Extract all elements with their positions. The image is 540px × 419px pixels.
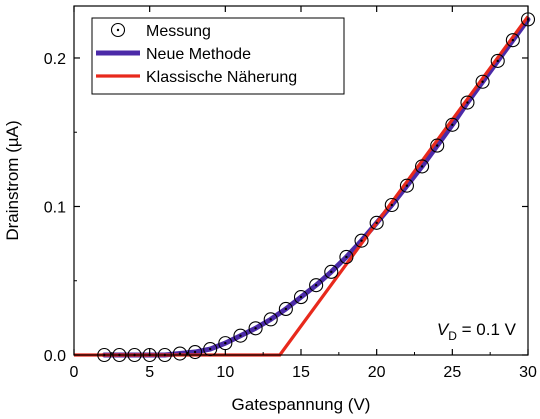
messung-point-dot: [390, 203, 393, 207]
messung-point-dot: [178, 352, 182, 355]
messung-point-dot: [345, 255, 348, 259]
x-tick-label: 5: [145, 364, 154, 381]
messung-point: [399, 178, 414, 193]
messung-point-dot: [239, 334, 242, 337]
messung-point-dot: [330, 270, 333, 274]
messung-point: [263, 312, 278, 327]
messung-point: [490, 53, 505, 68]
messung-point: [445, 117, 460, 132]
messung-point-dot: [451, 123, 454, 127]
messung-point-dot: [466, 101, 469, 104]
messung-point-dot: [269, 318, 272, 321]
y-axis-label: Drainstrom (µA): [3, 120, 22, 240]
legend-label: Messung: [146, 23, 211, 40]
x-tick-label: 0: [70, 364, 79, 381]
x-axis-label: Gatespannung (V): [232, 395, 371, 414]
annotation-symbol: V: [437, 320, 450, 339]
messung-point: [475, 74, 490, 89]
legend-marker-dot: [116, 28, 120, 32]
messung-point: [172, 346, 187, 361]
messung-point-dot: [360, 239, 363, 242]
annotation-subscript: D: [448, 329, 457, 343]
messung-point: [248, 321, 263, 336]
x-tick-label: 30: [519, 364, 537, 381]
messung-point-dot: [481, 80, 484, 83]
messung-point: [415, 159, 430, 174]
messung-point-dot: [436, 144, 439, 147]
messung-point: [309, 278, 324, 293]
messung-point-dot: [405, 184, 409, 187]
legend-label: Neue Methode: [146, 46, 251, 63]
y-tick-label: 0.2: [44, 51, 66, 68]
messung-point: [278, 301, 293, 317]
x-tick-label: 20: [368, 364, 386, 381]
y-tick-label: 0.0: [44, 348, 66, 365]
legend: Messung Neue Methode Klassische Näherung: [91, 17, 345, 95]
messung-point-dot: [193, 350, 197, 354]
messung-point: [339, 249, 354, 265]
y-tick-label: 0.1: [44, 199, 66, 216]
legend-label: Klassische Näherung: [146, 69, 297, 86]
messung-point: [188, 344, 203, 360]
vd-annotation: VD = 0.1 V: [437, 320, 517, 343]
messung-point: [384, 197, 399, 213]
legend-marker-messung: [110, 22, 126, 38]
messung-point: [293, 290, 309, 305]
messung-point: [354, 233, 369, 248]
x-tick-label: 15: [292, 364, 310, 381]
messung-point-dot: [375, 221, 378, 225]
messung-point: [430, 138, 445, 153]
messung-point: [233, 328, 248, 343]
messung-point-dot: [254, 327, 257, 330]
messung-point: [324, 264, 339, 279]
messung-point-dot: [511, 38, 515, 42]
messung-point-dot: [284, 307, 288, 311]
messung-point-dot: [496, 59, 499, 63]
x-tick-label: 10: [216, 364, 234, 381]
messung-point: [460, 95, 475, 110]
messung-point-dot: [420, 165, 424, 168]
axis-ticks: 0 5 10 15 20 25 30 0.0 0.1 0.2: [44, 6, 537, 381]
messung-point: [505, 33, 520, 48]
messung-point-dot: [299, 295, 303, 299]
legend-box: [91, 17, 345, 95]
x-tick-label: 25: [443, 364, 461, 381]
messung-point-dot: [224, 341, 227, 345]
annotation-value: = 0.1 V: [457, 320, 517, 339]
messung-point-dot: [209, 347, 212, 351]
messung-point-dot: [314, 284, 318, 287]
messung-point: [369, 215, 384, 230]
